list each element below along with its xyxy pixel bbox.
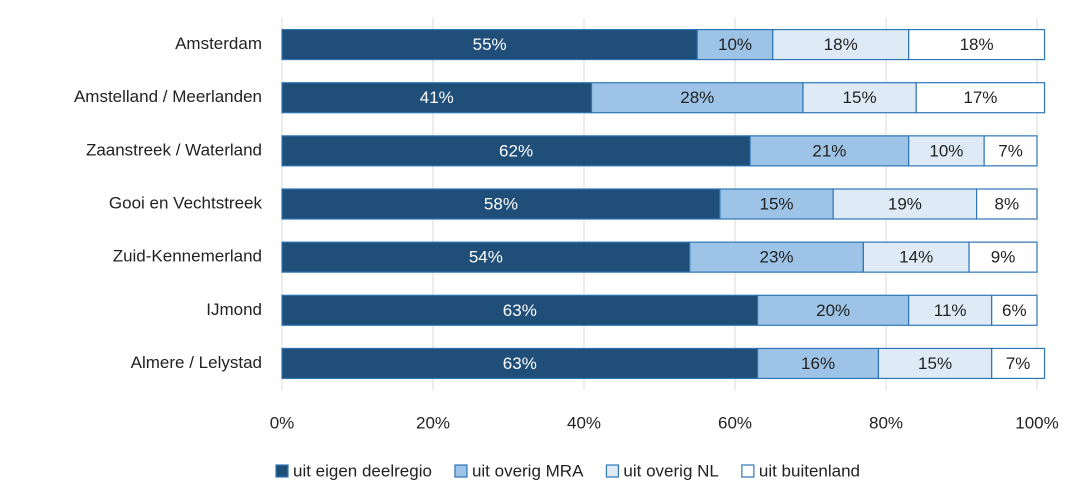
data-label: 15%: [918, 354, 952, 373]
category-label: Amsterdam: [175, 34, 262, 53]
data-label: 14%: [899, 248, 933, 267]
data-label: 10%: [718, 35, 752, 54]
x-tick-label: 20%: [416, 413, 450, 432]
bar-segment: [908, 28, 1046, 61]
bar-segment: [968, 241, 1038, 273]
bar-segment: [915, 82, 1046, 114]
category-label: Almere / Lelystad: [131, 353, 262, 372]
data-label: 58%: [484, 194, 518, 213]
bar-segment: [975, 188, 1038, 220]
bar-segment: [749, 135, 910, 167]
bar-segment: [281, 82, 593, 114]
data-label: 15%: [843, 88, 877, 107]
bar-segment: [281, 294, 759, 326]
bar-segment: [983, 135, 1038, 167]
data-label: 10%: [929, 141, 963, 160]
bar-segment: [689, 241, 864, 273]
data-label: 19%: [888, 194, 922, 213]
data-label: 21%: [812, 141, 846, 160]
data-label: 7%: [998, 141, 1023, 160]
legend-label: uit overig NL: [623, 461, 718, 480]
data-label: 63%: [503, 354, 537, 373]
data-label: 7%: [1006, 354, 1031, 373]
category-label: Zaanstreek / Waterland: [86, 140, 262, 159]
x-tick-label: 40%: [567, 413, 601, 432]
data-label: 6%: [1002, 301, 1027, 320]
bar-segment: [757, 347, 880, 380]
data-label: 41%: [420, 88, 454, 107]
category-label: Amstelland / Meerlanden: [74, 87, 262, 106]
bar-segment: [802, 82, 917, 114]
x-tick-label: 80%: [869, 413, 903, 432]
category-label: IJmond: [206, 300, 262, 319]
x-tick-label: 60%: [718, 413, 752, 432]
data-label: 15%: [760, 194, 794, 213]
data-label: 54%: [469, 248, 503, 267]
data-label: 20%: [816, 301, 850, 320]
legend-marker: [741, 464, 755, 478]
data-label: 9%: [991, 248, 1016, 267]
bar-segment: [281, 241, 691, 273]
bar-segment: [877, 347, 993, 380]
data-label: 17%: [963, 88, 997, 107]
data-label: 11%: [934, 301, 967, 320]
legend-marker: [605, 464, 620, 478]
legend-marker: [275, 464, 289, 478]
data-label: 23%: [760, 248, 794, 267]
bar-segment: [908, 294, 993, 326]
data-label: 18%: [824, 35, 858, 54]
data-label: 62%: [499, 141, 533, 160]
legend-marker: [454, 464, 468, 478]
bar-segment: [281, 135, 751, 167]
bar-segment: [281, 28, 698, 61]
category-label: Gooi en Vechtstreek: [109, 193, 263, 212]
data-label: 28%: [680, 88, 714, 107]
data-label: 16%: [801, 354, 835, 373]
data-label: 8%: [995, 194, 1020, 213]
category-label: Zuid-Kennemerland: [113, 247, 262, 266]
bar-segment: [991, 347, 1046, 380]
bar-segment: [991, 294, 1038, 326]
bar-segment: [908, 135, 985, 167]
bar-segment: [719, 188, 834, 220]
legend-label: uit buitenland: [759, 461, 860, 480]
data-label: 18%: [960, 35, 994, 54]
data-label: 55%: [473, 35, 507, 54]
bar-segment: [281, 188, 721, 220]
legend-label: uit overig MRA: [472, 461, 584, 480]
x-tick-label: 100%: [1015, 413, 1058, 432]
data-label: 63%: [503, 301, 537, 320]
bar-segment: [590, 82, 804, 114]
legend-label: uit eigen deelregio: [293, 461, 432, 480]
x-tick-label: 0%: [270, 413, 295, 432]
